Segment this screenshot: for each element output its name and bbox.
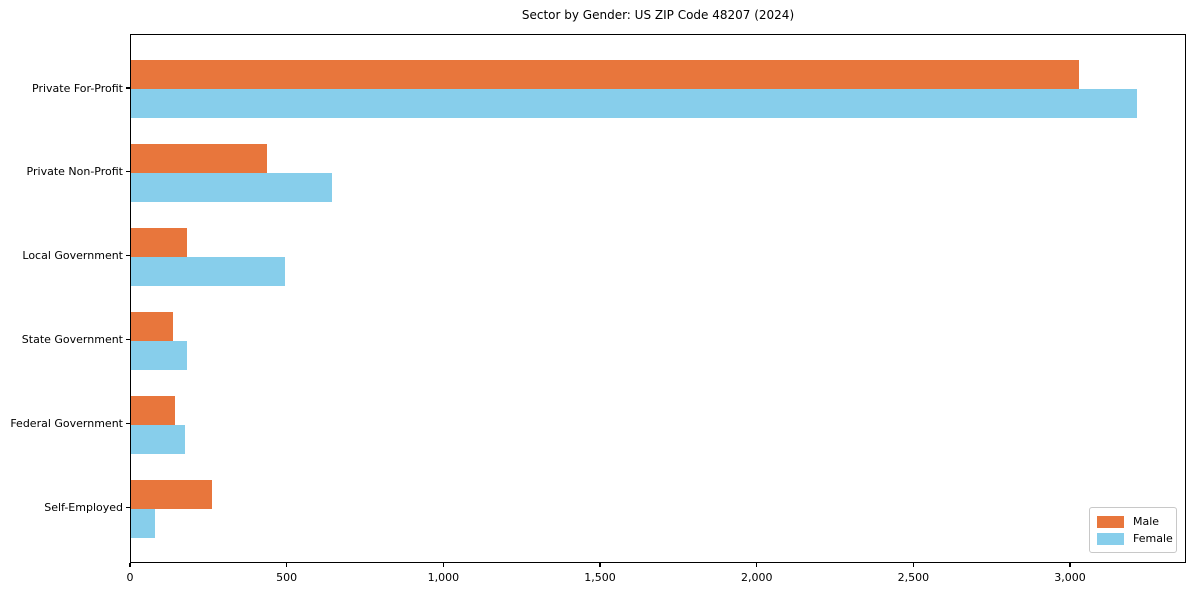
x-tick-mark: [1069, 563, 1071, 567]
x-tick-label-3-000: 3,000: [1054, 571, 1086, 584]
legend-label-male: Male: [1133, 515, 1160, 528]
y-tick-label-private-for-profit: Private For-Profit: [32, 81, 123, 95]
x-tick-mark: [286, 563, 288, 567]
x-tick-label-500: 500: [276, 571, 298, 584]
x-tick-mark: [599, 563, 601, 567]
y-tick-label-private-non-profit: Private Non-Profit: [26, 165, 123, 179]
y-tick-label-local-government: Local Government: [22, 249, 123, 263]
x-tick-mark: [912, 563, 914, 567]
legend-swatch-female: [1097, 532, 1124, 545]
legend-label-female: Female: [1133, 532, 1173, 545]
bar-female-federal-government: [131, 424, 185, 454]
bar-female-private-non-profit: [131, 172, 332, 202]
x-tick-label-1-000: 1,000: [427, 571, 460, 584]
x-tick-mark: [129, 563, 131, 567]
bar-female-local-government: [131, 256, 285, 286]
legend-item-female: Female: [1097, 530, 1173, 547]
bar-female-self-employed: [131, 508, 155, 538]
x-tick-mark: [756, 563, 758, 567]
x-tick-mark: [442, 563, 444, 567]
bar-female-state-government: [131, 340, 187, 370]
y-tick-label-self-employed: Self-Employed: [44, 501, 123, 514]
bar-male-private-for-profit: [131, 60, 1079, 89]
x-tick-label-0: 0: [126, 571, 134, 584]
legend-swatch-male: [1097, 515, 1124, 528]
bar-male-federal-government: [131, 395, 175, 425]
x-tick-label-2-500: 2,500: [897, 571, 930, 584]
bar-male-local-government: [131, 227, 188, 257]
bar-female-private-for-profit: [131, 89, 1137, 118]
chart-title: Sector by Gender: US ZIP Code 48207 (202…: [521, 8, 795, 22]
x-tick-label-1-500: 1,500: [584, 571, 616, 584]
legend-item-male: Male: [1097, 513, 1169, 530]
legend: Male Female: [1089, 507, 1177, 553]
bar-male-self-employed: [131, 479, 212, 509]
x-tick-label-2-000: 2,000: [740, 571, 773, 584]
bar-male-state-government: [131, 311, 174, 341]
y-tick-label-state-government: State Government: [21, 333, 123, 347]
y-tick-label-federal-government: Federal Government: [10, 417, 123, 431]
bar-male-private-non-profit: [131, 143, 268, 173]
plot-area: [130, 34, 1186, 563]
